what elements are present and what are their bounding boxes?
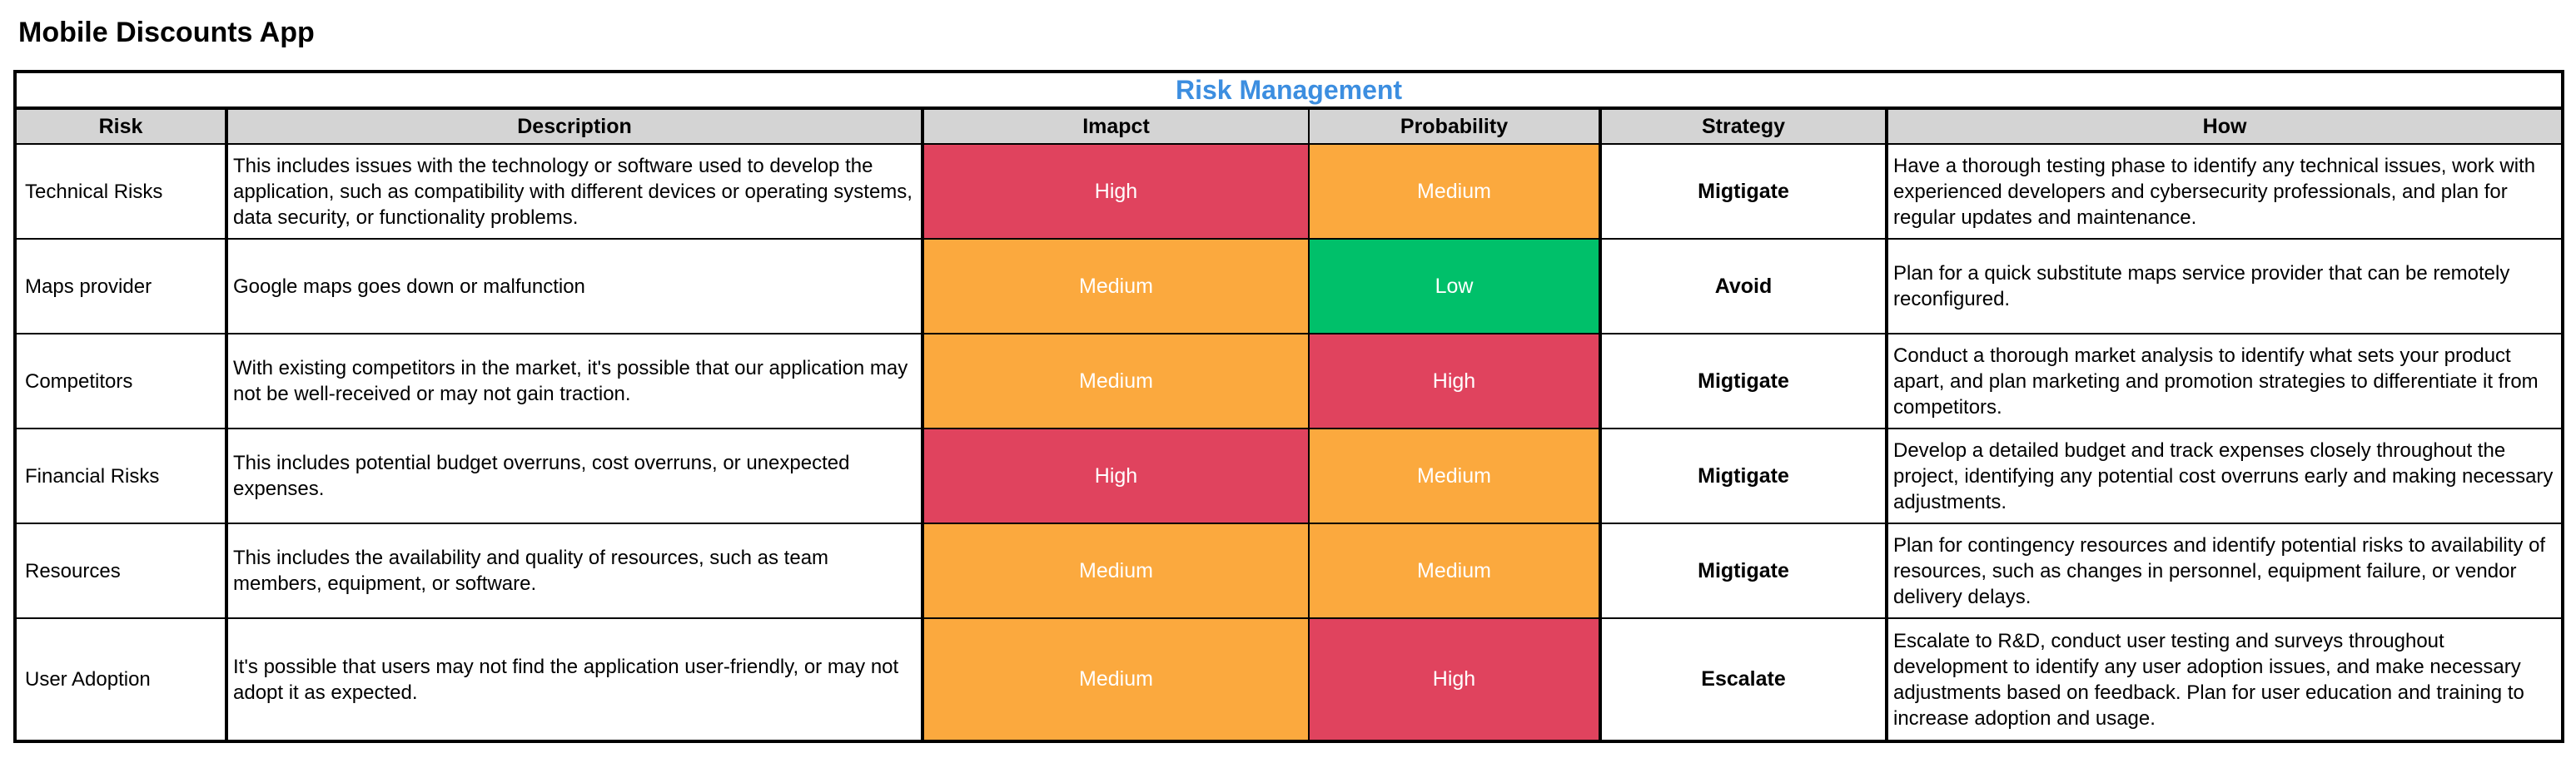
strategy-cell: Migtigate [1599,333,1888,429]
table-row: Financial Risks This includes potential … [13,428,2565,524]
description-cell: With existing competitors in the market,… [226,333,924,429]
probability-cell: High [1308,333,1602,429]
table-banner: Risk Management [12,70,2565,110]
description-cell: Google maps goes down or malfunction [226,238,924,334]
how-cell: Have a thorough testing phase to identif… [1885,143,2565,240]
table-row: Technical Risks This includes issues wit… [13,143,2565,240]
strategy-cell: Escalate [1599,617,1888,743]
how-cell: Plan for contingency resources and ident… [1885,523,2565,619]
header-impact: Imapct [922,107,1310,145]
description-cell: This includes issues with the technology… [226,143,924,240]
probability-cell: Medium [1308,428,1602,524]
probability-cell: Low [1308,238,1602,334]
probability-cell: High [1308,617,1602,743]
how-cell: Develop a detailed budget and track expe… [1885,428,2565,524]
risk-cell: User Adoption [13,617,228,743]
risk-cell: Technical Risks [13,143,228,240]
description-cell: This includes potential budget overruns,… [226,428,924,524]
impact-cell: High [922,428,1310,524]
header-how: How [1885,107,2565,145]
table-row: User Adoption It's possible that users m… [13,617,2565,743]
risk-cell: Resources [13,523,228,619]
impact-cell: Medium [922,333,1310,429]
risk-cell: Financial Risks [13,428,228,524]
strategy-cell: Migtigate [1599,523,1888,619]
description-cell: This includes the availability and quali… [226,523,924,619]
risk-cell: Maps provider [13,238,228,334]
header-risk: Risk [13,107,228,145]
impact-cell: Medium [922,523,1310,619]
header-probability: Probability [1308,107,1602,145]
strategy-cell: Migtigate [1599,143,1888,240]
strategy-cell: Avoid [1599,238,1888,334]
header-strategy: Strategy [1599,107,1888,145]
header-row: Risk Description Imapct Probability Stra… [13,107,2565,145]
probability-cell: Medium [1308,523,1602,619]
description-cell: It's possible that users may not find th… [226,617,924,743]
probability-cell: Medium [1308,143,1602,240]
table-row: Competitors With existing competitors in… [13,333,2565,429]
impact-cell: High [922,143,1310,240]
header-description: Description [226,107,924,145]
table-row: Maps provider Google maps goes down or m… [13,238,2565,334]
risk-management-table: Risk Management Risk Description Imapct … [12,70,2565,743]
impact-cell: Medium [922,617,1310,743]
how-cell: Escalate to R&D, conduct user testing an… [1885,617,2565,743]
how-cell: Conduct a thorough market analysis to id… [1885,333,2565,429]
strategy-cell: Migtigate [1599,428,1888,524]
risk-cell: Competitors [13,333,228,429]
how-cell: Plan for a quick substitute maps service… [1885,238,2565,334]
table-row: Resources This includes the availability… [13,523,2565,619]
page-title: Mobile Discounts App [18,17,315,48]
impact-cell: Medium [922,238,1310,334]
